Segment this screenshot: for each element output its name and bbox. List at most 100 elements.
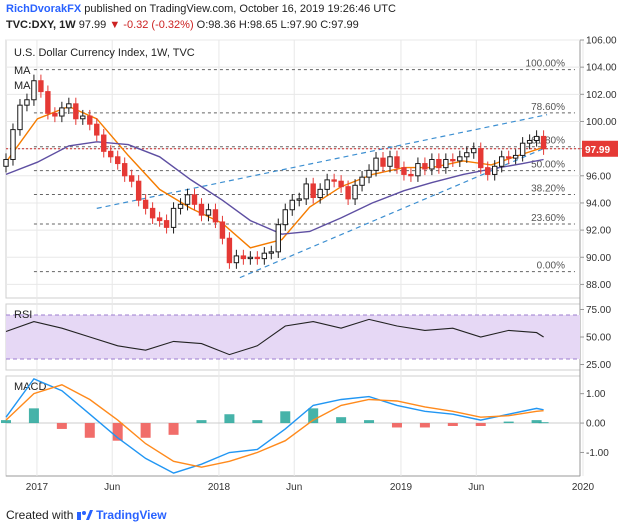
macd-histogram-bar bbox=[252, 420, 263, 424]
down-arrow-icon: ▼ bbox=[109, 19, 121, 31]
candle-body bbox=[52, 112, 58, 117]
y-tick-label: 96.00 bbox=[586, 171, 611, 182]
ma-fast-line bbox=[5, 105, 544, 249]
macd-histogram-bar bbox=[475, 423, 486, 426]
y-tick-label: 94.00 bbox=[586, 198, 611, 209]
candle-body bbox=[324, 179, 330, 190]
y-tick-label: 106.00 bbox=[586, 36, 617, 47]
indicator-legend: MA bbox=[14, 80, 31, 92]
candle-body bbox=[485, 167, 491, 175]
candle-body bbox=[387, 156, 393, 167]
symbol-label: TVC:DXY, 1W bbox=[6, 19, 76, 31]
rsi-band bbox=[6, 315, 580, 359]
macd-histogram-bar bbox=[531, 420, 542, 424]
candle-body bbox=[512, 154, 519, 159]
candle-body bbox=[331, 179, 337, 182]
tradingview-logo-icon bbox=[76, 508, 96, 522]
candle-body bbox=[268, 251, 275, 254]
candle-body bbox=[457, 156, 463, 162]
trendline bbox=[96, 114, 548, 209]
macd-histogram-bar bbox=[140, 423, 151, 438]
macd-histogram-bar bbox=[503, 421, 514, 424]
candle-body bbox=[533, 135, 540, 141]
y-tick-label: 90.00 bbox=[586, 253, 611, 264]
fib-level-label: 38.20% bbox=[531, 184, 565, 195]
candle-body bbox=[212, 209, 219, 223]
candle-body bbox=[443, 158, 449, 169]
candle-body bbox=[317, 188, 323, 199]
candle-body bbox=[59, 107, 65, 117]
candle-body bbox=[359, 176, 365, 186]
footer: Created with TradingView bbox=[6, 508, 167, 522]
candle-body bbox=[156, 217, 163, 222]
tradingview-brand[interactable]: TradingView bbox=[96, 508, 167, 522]
macd-histogram-bar bbox=[419, 423, 430, 428]
change-value: -0.32 (-0.32%) bbox=[123, 19, 194, 31]
candle-body bbox=[505, 156, 512, 159]
candle-body bbox=[394, 156, 400, 169]
macd-histogram-bar bbox=[196, 420, 207, 424]
created-with-label: Created with bbox=[6, 508, 74, 522]
macd-histogram-bar bbox=[308, 408, 319, 424]
rsi-tick-label: 50.00 bbox=[586, 333, 611, 344]
macd-histogram-bar bbox=[364, 420, 375, 424]
candle-body bbox=[233, 255, 240, 264]
candle-body bbox=[205, 209, 212, 216]
author-link[interactable]: RichDvorakFX bbox=[6, 3, 82, 15]
chart-area[interactable]: 2017 Jun 2018 Jun 2019 Jun 2020 106.00 104.00 102… bbox=[0, 36, 624, 509]
chart-title: U.S. Dollar Currency Index, 1W, TVC bbox=[14, 47, 195, 59]
published-text: published on TradingView.com, October 16… bbox=[84, 3, 396, 15]
rsi-tick-label: 25.00 bbox=[586, 360, 611, 371]
y-tick-label: 102.00 bbox=[586, 90, 617, 101]
candle-body bbox=[310, 183, 316, 199]
macd-histogram-bar bbox=[112, 423, 123, 441]
candle-body bbox=[31, 80, 37, 101]
current-price-badge bbox=[582, 140, 618, 157]
x-tick-label: 2017 bbox=[26, 482, 49, 493]
candle-body bbox=[247, 256, 254, 260]
candle-body bbox=[254, 256, 261, 260]
candle-body bbox=[24, 99, 30, 106]
x-tick-label: 2020 bbox=[572, 482, 595, 493]
macd-tick-label: 1.00 bbox=[586, 389, 606, 400]
macd-histogram-bar bbox=[280, 411, 291, 424]
candle-body bbox=[408, 173, 414, 177]
macd-histogram-bar bbox=[224, 414, 235, 424]
candle-body bbox=[275, 224, 281, 253]
candle-body bbox=[115, 156, 121, 165]
candle-body bbox=[191, 194, 198, 205]
candle-body bbox=[289, 199, 295, 211]
candle-body bbox=[177, 203, 184, 209]
candle-body bbox=[373, 157, 379, 171]
fib-level-label: 61.80% bbox=[531, 136, 565, 147]
candle-body bbox=[3, 158, 9, 167]
candle-body bbox=[135, 180, 142, 201]
macd-histogram-bar bbox=[168, 423, 179, 435]
candle-body bbox=[45, 91, 51, 114]
ma-slow-line bbox=[5, 141, 544, 235]
candle-body bbox=[422, 163, 428, 170]
chart-svg[interactable]: 2017 Jun 2018 Jun 2019 Jun 2020 106.00 104.00 102… bbox=[0, 36, 624, 504]
candle-body bbox=[366, 169, 372, 178]
macd-line bbox=[5, 378, 544, 474]
candle-body bbox=[184, 194, 191, 205]
y-tick-label: 100.00 bbox=[586, 117, 617, 128]
candle-body bbox=[38, 80, 44, 93]
candle-body bbox=[17, 104, 23, 131]
x-tick-label: Jun bbox=[286, 482, 302, 493]
candle-body bbox=[471, 148, 477, 154]
signal-line bbox=[5, 384, 544, 468]
candle-body bbox=[296, 198, 302, 201]
candle-body bbox=[142, 199, 149, 209]
candle-body bbox=[128, 175, 135, 182]
open-value: O:98.36 bbox=[196, 19, 236, 31]
low-value: L:97.90 bbox=[280, 19, 318, 31]
candle-body bbox=[303, 183, 309, 200]
macd-tick-label: -1.00 bbox=[586, 448, 609, 459]
candle-body bbox=[219, 221, 226, 239]
fib-level-label: 78.60% bbox=[531, 102, 565, 113]
macd-histogram-bar bbox=[538, 422, 549, 424]
macd-histogram-bar bbox=[56, 423, 67, 429]
macd-histogram-bar bbox=[336, 417, 347, 424]
candle-body bbox=[149, 207, 156, 219]
